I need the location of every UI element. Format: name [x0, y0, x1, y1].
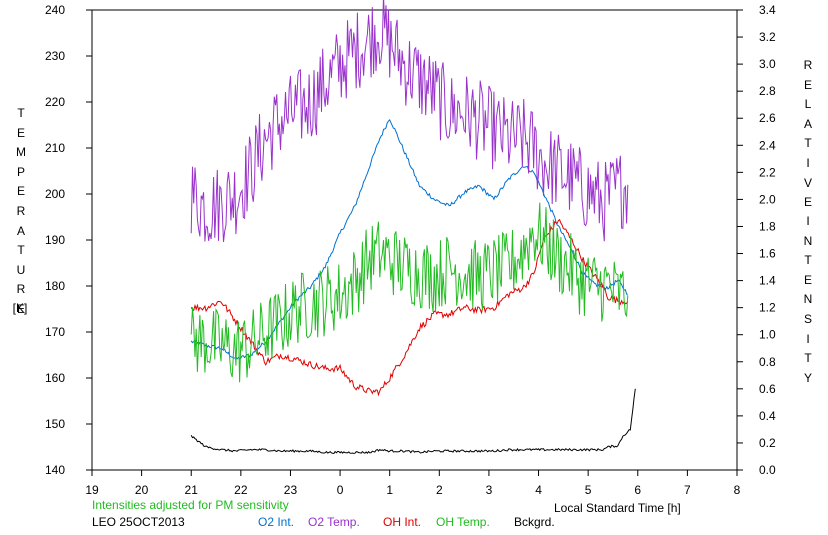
axis-label-letter: I	[806, 155, 810, 170]
axis-label-letter: T	[804, 253, 812, 268]
axis-label-letter: Y	[803, 370, 812, 385]
x-axis-ticks: 19 20 21 22 23 0 1 2 3 4 5 6 7 8	[85, 470, 741, 497]
axis-label-letter: R	[16, 203, 26, 218]
x-tick-label: 4	[535, 483, 542, 497]
station-date-label: LEO 25OCT2013	[92, 515, 185, 529]
axis-label-letter: R	[16, 282, 26, 297]
axis-label-letter: E	[16, 301, 25, 316]
sensitivity-note: Intensities adjusted for PM sensitivity	[92, 498, 289, 512]
right-tick-label: 1.0	[759, 328, 776, 342]
axis-label-letter: I	[806, 331, 810, 346]
axis-label-letter: N	[803, 292, 813, 307]
series-oh-int	[190, 218, 629, 397]
left-tick-label: 170	[45, 325, 65, 339]
right-tick-label: 2.8	[759, 84, 776, 98]
axis-label-letter: E	[16, 125, 25, 140]
axis-label-letter: T	[17, 243, 25, 258]
x-axis-label: Local Standard Time [h]	[554, 501, 681, 515]
left-tick-label: 160	[45, 371, 65, 385]
series-lines	[190, 0, 636, 455]
right-tick-label: 0.2	[759, 436, 776, 450]
axis-label-letter: T	[17, 106, 25, 120]
right-tick-label: 3.2	[759, 30, 776, 44]
axis-label-letter: S	[803, 311, 812, 326]
plot-frame	[91, 9, 738, 471]
series-oh-temp	[190, 202, 629, 383]
left-tick-label: 180	[45, 279, 65, 293]
right-tick-label: 0.0	[759, 463, 776, 477]
axis-label-letter: M	[16, 145, 26, 160]
right-tick-label: 2.6	[759, 111, 776, 125]
right-tick-label: 2.4	[759, 138, 776, 152]
axis-label-letter: A	[803, 116, 812, 131]
x-tick-label: 6	[634, 483, 641, 497]
x-tick-label: 1	[386, 483, 393, 497]
axis-label-letter: T	[804, 136, 812, 151]
axis-label-letter: P	[16, 164, 25, 179]
right-tick-label: 0.8	[759, 355, 776, 369]
right-tick-label: 0.4	[759, 409, 776, 423]
right-tick-label: 2.0	[759, 192, 776, 206]
axis-label-letter: R	[803, 58, 813, 72]
right-tick-label: 1.6	[759, 247, 776, 261]
right-tick-label: 0.6	[759, 382, 776, 396]
series-bckgrd	[190, 388, 636, 455]
axis-label-letter: I	[806, 214, 810, 228]
x-tick-label: 23	[284, 483, 298, 497]
axis-label-letter: T	[804, 351, 812, 366]
left-tick-label: 230	[45, 49, 65, 63]
axis-label-letter: E	[803, 195, 812, 210]
right-tick-label: 1.8	[759, 219, 776, 233]
right-tick-label: 1.4	[759, 274, 776, 288]
left-tick-label: 220	[45, 95, 65, 109]
x-tick-label: 7	[684, 483, 691, 497]
x-tick-label: 8	[734, 483, 741, 497]
left-tick-label: 140	[45, 463, 65, 477]
right-tick-label: 1.2	[759, 301, 776, 315]
axis-label-letter: V	[803, 175, 812, 190]
legend-bckgrd: Bckgrd.	[514, 515, 555, 529]
right-tick-label: 2.2	[759, 165, 776, 179]
x-tick-label: 0	[337, 483, 344, 497]
axis-label-letter: U	[16, 262, 26, 277]
left-tick-label: 240	[45, 3, 65, 17]
x-tick-label: 19	[85, 483, 99, 497]
left-tick-label: 210	[45, 141, 65, 155]
x-tick-label: 21	[185, 483, 199, 497]
legend-oh-temp: OH Temp.	[436, 515, 490, 529]
x-tick-label: 20	[135, 483, 149, 497]
x-tick-label: 22	[234, 483, 248, 497]
axis-label-letter: E	[16, 184, 25, 199]
axis-label-letter: E	[803, 272, 812, 287]
axis-label-letter: E	[803, 77, 812, 92]
right-tick-label: 3.0	[759, 57, 776, 71]
x-tick-label: 5	[585, 483, 592, 497]
series-o2-temp	[190, 0, 629, 243]
left-axis-ticks: 140 150 160 170 180 190 200 210 220 230 240	[45, 3, 92, 477]
left-tick-label: 150	[45, 417, 65, 431]
left-tick-label: 190	[45, 233, 65, 247]
series-o2-int	[190, 119, 628, 360]
left-tick-label: 200	[45, 187, 65, 201]
legend-oh-int: OH Int.	[383, 515, 422, 529]
right-tick-label: 3.4	[759, 3, 776, 17]
axis-label-letter: A	[16, 223, 25, 238]
x-tick-label: 3	[486, 483, 493, 497]
x-tick-label: 2	[436, 483, 443, 497]
legend-o2-int: O2 Int.	[258, 515, 295, 529]
axis-label-letter: L	[804, 97, 812, 112]
right-axis-ticks: 0.0 0.2 0.4 0.6 0.8 1.0 1.2 1.4 1.6 1.8 2.0 2.2 2.4 2…	[737, 3, 776, 477]
left-axis-unit: [K]	[12, 301, 28, 315]
legend-o2-temp: O2 Temp.	[308, 515, 360, 529]
axis-label-letter: N	[803, 233, 813, 248]
